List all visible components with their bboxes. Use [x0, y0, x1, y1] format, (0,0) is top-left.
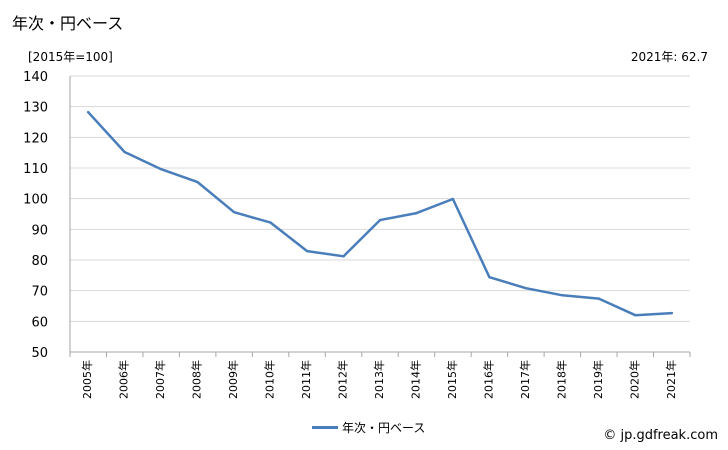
y-tick-label: 110 — [23, 162, 48, 177]
x-tick-label: 2020年 — [627, 360, 641, 399]
data-point — [196, 180, 199, 184]
data-point — [87, 110, 90, 114]
line-chart: 50 60 70 80 90 100 110 120 130 140 2005年 2006年 2007… — [23, 70, 691, 399]
axes — [69, 76, 690, 353]
y-tick-label: 80 — [31, 254, 48, 269]
series-layer — [86, 110, 674, 317]
y-tick-label: 90 — [31, 223, 48, 238]
data-point — [269, 221, 272, 224]
legend: 年次・円ベース — [312, 419, 425, 436]
y-axis-ticks: 50 60 70 80 90 100 110 120 130 140 — [23, 70, 48, 361]
x-tick-label: 2016年 — [481, 360, 495, 399]
x-tick-label: 2018年 — [554, 360, 568, 399]
data-point — [524, 287, 528, 290]
x-tick-label: 2019年 — [591, 360, 605, 399]
data-point — [488, 275, 491, 279]
y-tick-label: 60 — [31, 315, 48, 330]
y-tick-label: 70 — [31, 285, 48, 300]
y-tick-label: 120 — [23, 131, 48, 146]
data-point — [670, 311, 673, 315]
unit-label: [2015年=100] — [28, 50, 113, 64]
x-tick-label: 2013年 — [372, 360, 386, 399]
series-line-0 — [86, 110, 674, 317]
data-point — [634, 314, 637, 317]
data-point — [342, 255, 345, 258]
data-point — [123, 150, 126, 154]
x-tick-label: 2014年 — [408, 360, 422, 399]
x-tick-label: 2005年 — [80, 360, 94, 399]
y-tick-label: 100 — [23, 193, 48, 208]
data-point — [378, 218, 382, 222]
x-tick-label: 2008年 — [190, 360, 204, 399]
x-tick-label: 2021年 — [664, 360, 678, 399]
y-tick-label: 140 — [23, 70, 48, 85]
data-point — [561, 294, 564, 297]
x-axis-ticks: 2005年 2006年 2007年 2008年 2009年 2010年 2011年 2012年… — [69, 352, 691, 399]
data-point — [232, 210, 236, 214]
y-tick-label: 50 — [31, 346, 48, 361]
y-tick-label: 130 — [23, 101, 48, 116]
x-tick-label: 2015年 — [445, 360, 459, 399]
legend-label: 年次・円ベース — [342, 421, 426, 435]
x-tick-label: 2011年 — [299, 360, 313, 399]
x-tick-label: 2006年 — [117, 360, 131, 399]
x-tick-label: 2017年 — [518, 360, 532, 399]
x-tick-label: 2009年 — [226, 360, 240, 399]
latest-value-label: 2021年: 62.7 — [630, 50, 708, 64]
grid-lines — [70, 75, 690, 322]
credit-label: © jp.gdfreak.com — [603, 428, 718, 443]
data-point — [597, 297, 601, 300]
legend-swatch — [312, 426, 338, 429]
x-tick-label: 2010年 — [263, 360, 277, 399]
chart-title: 年次・円ベース — [12, 14, 124, 33]
x-tick-label: 2007年 — [153, 360, 167, 399]
data-point — [305, 249, 309, 253]
data-point — [159, 168, 163, 171]
data-point — [415, 211, 418, 215]
data-point — [451, 197, 455, 201]
x-tick-label: 2012年 — [336, 360, 350, 399]
